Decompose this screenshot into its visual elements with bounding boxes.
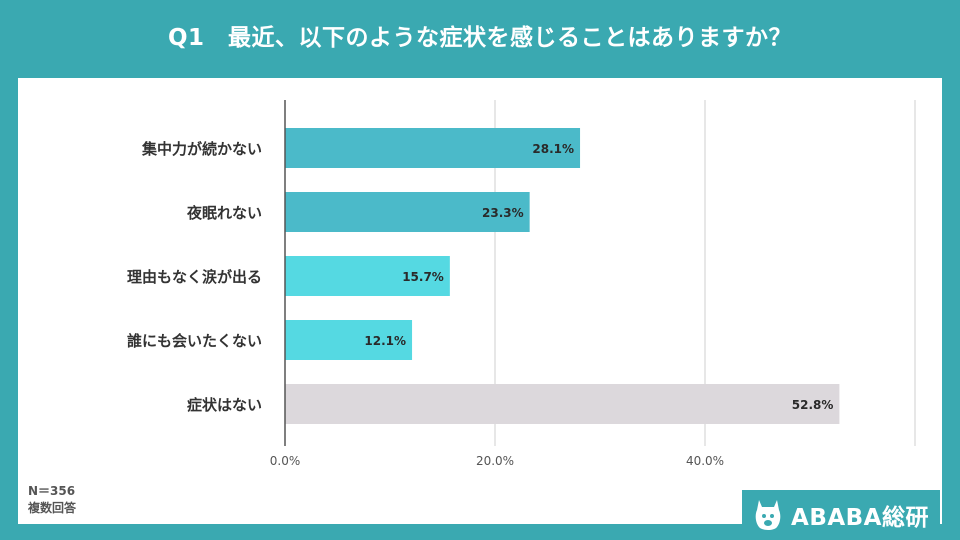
brand-badge: ABABA総研: [742, 490, 940, 540]
answer-type-note: 複数回答: [28, 501, 77, 515]
category-label: 症状はない: [187, 396, 262, 414]
bar: [285, 256, 450, 296]
bar-chart: 28.1% 集中力が続かない 23.3% 夜眠れない 15.7% 理由もなく涙が出る 12.…: [127, 100, 916, 468]
chart-panel: 28.1% 集中力が続かない 23.3% 夜眠れない 15.7% 理由もなく涙が出る 12.…: [18, 78, 942, 524]
brand-name: ABABA総研: [791, 505, 929, 531]
x-tick-label: 0.0%: [270, 454, 301, 468]
bar: [285, 384, 840, 424]
sample-size-note: N＝356: [28, 484, 76, 498]
category-label: 誰にも会いたくない: [127, 332, 262, 350]
data-label: 23.3%: [482, 206, 524, 220]
data-label: 15.7%: [402, 270, 444, 284]
category-label: 夜眠れない: [186, 204, 262, 222]
chart-title: Q1 最近、以下のような症状を感じることはありますか？: [167, 25, 793, 51]
bar: [285, 192, 530, 232]
category-label: 集中力が続かない: [141, 140, 262, 158]
bar: [285, 320, 413, 360]
data-label: 12.1%: [364, 334, 406, 348]
category-label: 理由もなく涙が出る: [127, 268, 262, 286]
alpaca-icon: [755, 500, 781, 530]
bar: [285, 128, 581, 168]
data-label: 28.1%: [532, 142, 574, 156]
data-label: 52.8%: [792, 398, 834, 412]
x-tick-label: 40.0%: [686, 454, 724, 468]
x-tick-label: 20.0%: [476, 454, 514, 468]
